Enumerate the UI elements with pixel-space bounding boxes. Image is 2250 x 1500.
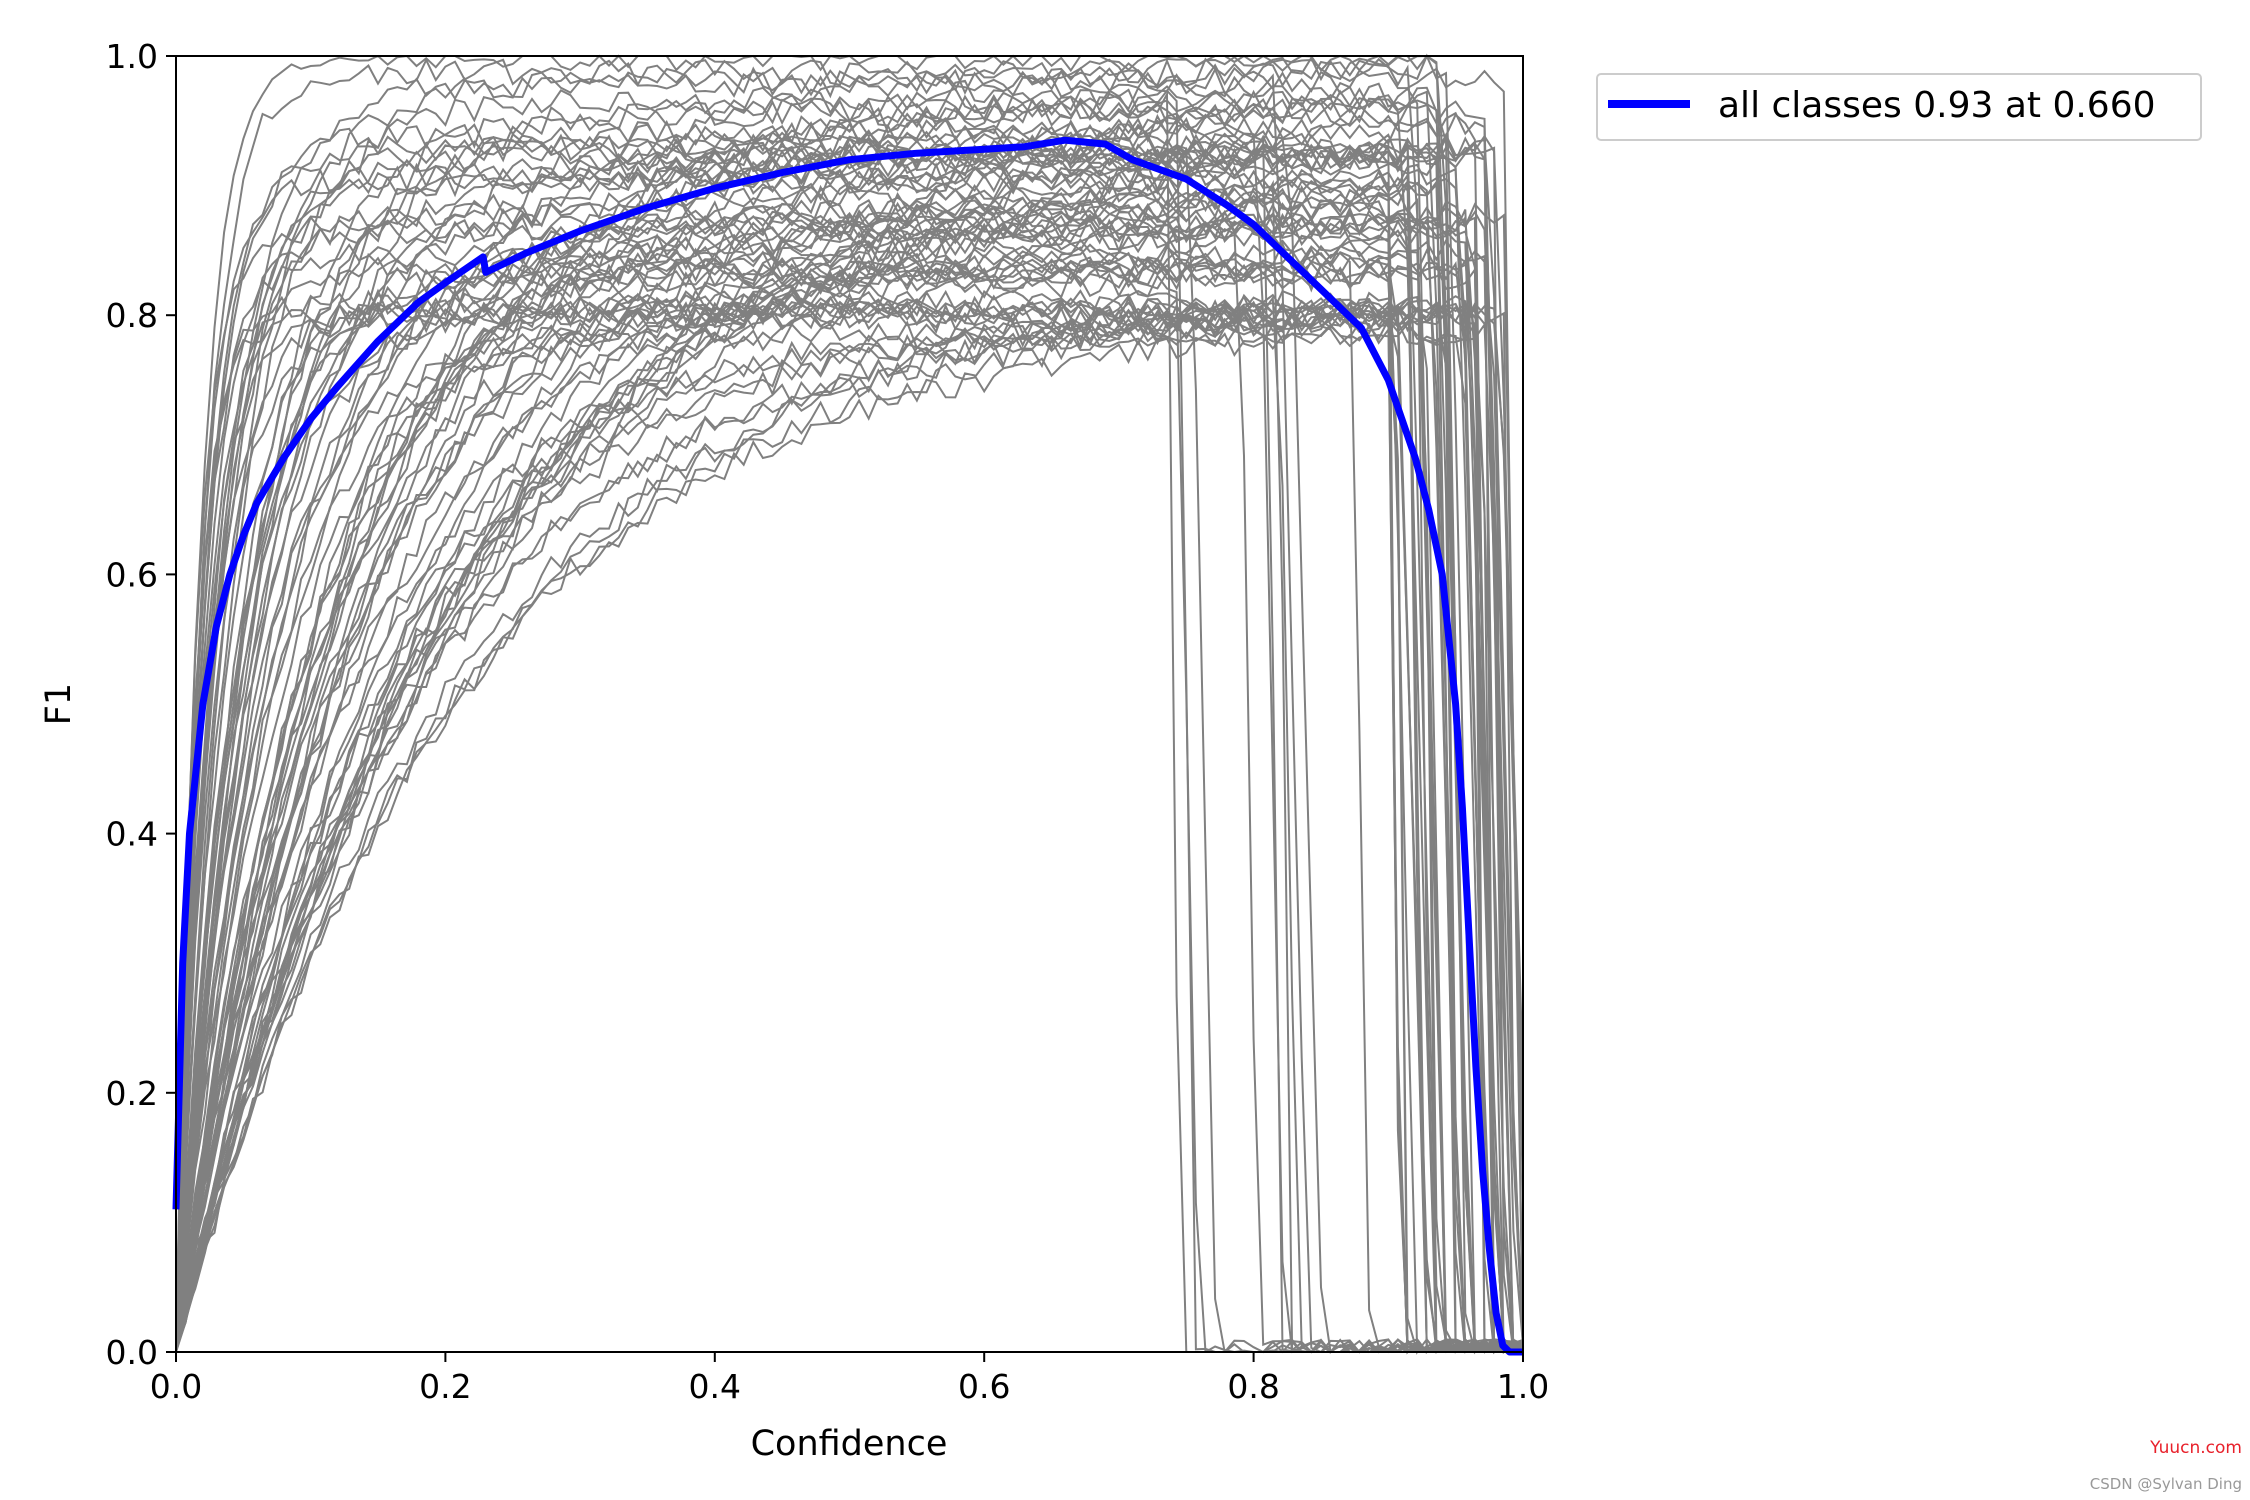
per-class-curve (175, 133, 1524, 1354)
y-tick-label: 0.0 (106, 1333, 158, 1372)
watermark-site: Yuucn.com (2150, 1438, 2242, 1458)
x-tick-label: 0.2 (419, 1367, 471, 1406)
per-class-curves (175, 53, 1524, 1355)
per-class-curve (175, 288, 1524, 1354)
per-class-curve (175, 302, 1524, 1349)
series-line-all-classes (172, 136, 1523, 1356)
per-class-curve (175, 116, 1524, 1354)
per-class-curve (175, 262, 1524, 1353)
per-class-curve (175, 198, 1524, 1353)
plot-area-frame (175, 55, 1524, 1353)
per-class-curve (175, 210, 1524, 1353)
per-class-curve (175, 214, 1523, 1354)
series-layer (172, 136, 1523, 1356)
per-class-curve (175, 270, 1524, 1354)
per-class-curve (175, 81, 1523, 1354)
x-tick-label: 1.0 (1497, 1367, 1549, 1406)
y-tick-label: 1.0 (106, 37, 158, 76)
per-class-curve (175, 308, 1524, 1355)
per-class-curve (175, 111, 1524, 1354)
x-tick-label: 0.0 (150, 1367, 202, 1406)
per-class-curve (175, 184, 1523, 1354)
y-tick-label: 0.8 (106, 296, 158, 335)
per-class-curve (175, 258, 1524, 1353)
per-class-curve (175, 144, 1523, 1354)
per-class-curve (175, 177, 1524, 1353)
x-tick-label: 0.8 (1227, 1367, 1279, 1406)
legend: all classes 0.93 at 0.660 (1596, 73, 2202, 141)
per-class-curve (175, 318, 1524, 1354)
x-tick-label: 0.4 (689, 1367, 741, 1406)
x-axis-label: Confidence (751, 1424, 948, 1464)
per-class-curve (175, 57, 1524, 1354)
legend-box (1596, 73, 2202, 141)
per-class-curve (175, 162, 1524, 1353)
per-class-curve (175, 133, 1524, 1353)
per-class-curve (175, 247, 1523, 1354)
y-tick-label: 0.6 (106, 555, 158, 594)
per-class-curve (175, 66, 1524, 1353)
per-class-curve (175, 218, 1523, 1353)
per-class-curve (175, 254, 1524, 1354)
per-class-curve (175, 240, 1524, 1354)
watermark-credit: CSDN @Sylvan Ding (2089, 1475, 2242, 1493)
per-class-curve (175, 209, 1524, 1354)
per-class-curve (175, 141, 1524, 1355)
x-axis: 0.0 0.2 0.4 0.6 0.8 1.0 (150, 1352, 1549, 1406)
per-class-curve (175, 310, 1524, 1354)
per-class-curve (175, 70, 1524, 1354)
y-axis-label: F1 (39, 683, 79, 725)
per-class-curve (175, 132, 1524, 1354)
per-class-curve (175, 142, 1523, 1353)
legend-entry-all-classes: all classes 0.93 at 0.660 (1718, 85, 2156, 126)
y-tick-label: 0.4 (106, 815, 158, 854)
per-class-curve (175, 179, 1524, 1354)
per-class-curve (175, 165, 1524, 1353)
per-class-curve (175, 237, 1524, 1354)
per-class-curve (175, 227, 1524, 1354)
per-class-curve (175, 212, 1524, 1355)
x-tick-label: 0.6 (958, 1367, 1010, 1406)
per-class-curve (175, 320, 1523, 1353)
per-class-curve (175, 301, 1524, 1354)
per-class-curve (175, 320, 1524, 1349)
y-tick-label: 0.2 (106, 1074, 158, 1113)
per-class-curve (175, 255, 1523, 1353)
per-class-curve (175, 294, 1524, 1354)
per-class-curve (175, 87, 1523, 1353)
y-axis: 0.0 0.2 0.4 0.6 0.8 1.0 (106, 37, 176, 1372)
